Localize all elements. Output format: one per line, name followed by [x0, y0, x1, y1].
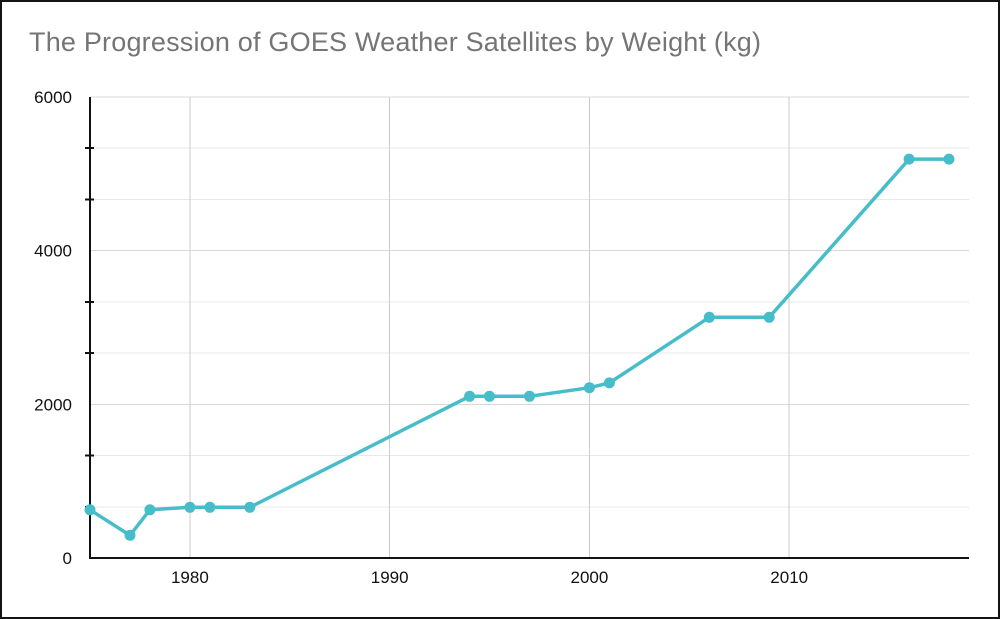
- data-point-1997[interactable]: [524, 390, 535, 402]
- data-point-2006[interactable]: [703, 311, 715, 323]
- series-line: [88, 157, 951, 538]
- data-point-2016[interactable]: [903, 153, 915, 165]
- data-point-2001[interactable]: [603, 377, 615, 389]
- y-axis-label-0: 0: [63, 549, 72, 568]
- data-point-1978[interactable]: [144, 504, 156, 516]
- x-axis-label-2000: 2000: [571, 568, 609, 587]
- x-axis-label-1990: 1990: [371, 568, 409, 587]
- data-point-1980[interactable]: [184, 501, 196, 513]
- data-point-1977[interactable]: [124, 529, 136, 541]
- data-point-1981[interactable]: [204, 501, 216, 513]
- y-axis-label-4000: 4000: [34, 242, 72, 261]
- x-axis-label-1980: 1980: [171, 568, 209, 587]
- data-point-1994[interactable]: [464, 390, 476, 402]
- data-point-1975[interactable]: [84, 504, 96, 516]
- data-point-2018[interactable]: [943, 153, 955, 165]
- data-point-1983[interactable]: [244, 501, 256, 513]
- data-point-1995[interactable]: [484, 390, 495, 402]
- chart-title: The Progression of GOES Weather Satellit…: [29, 27, 762, 57]
- y-axis-label-2000: 2000: [34, 395, 72, 414]
- y-axis-label-6000: 6000: [34, 88, 72, 107]
- data-point-2009[interactable]: [763, 311, 775, 323]
- x-axis-label-2010: 2010: [770, 568, 808, 587]
- data-point-2000[interactable]: [583, 382, 595, 394]
